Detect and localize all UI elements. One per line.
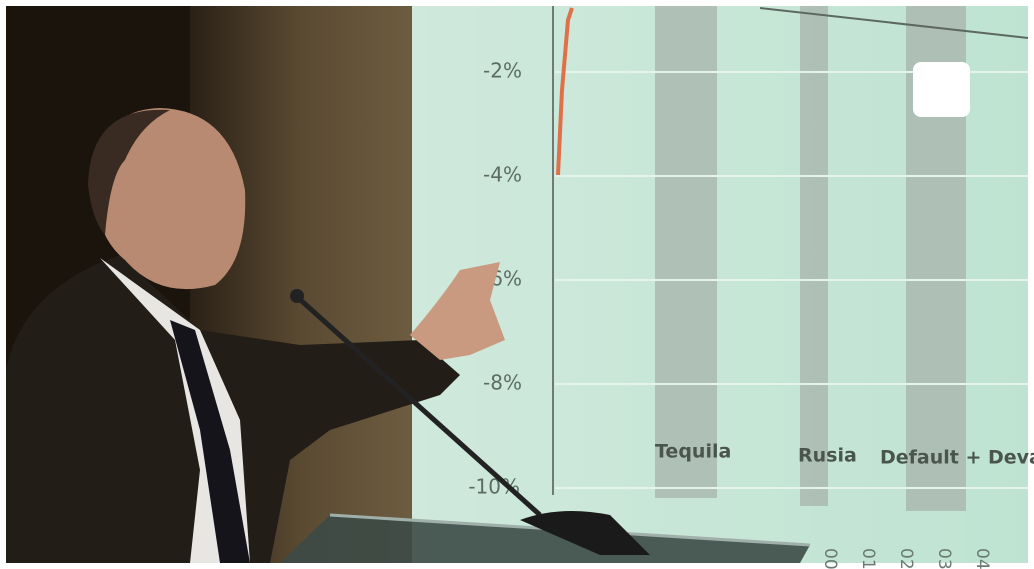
annotation: Default + Deval xyxy=(880,447,1034,469)
x-label: 04 xyxy=(972,548,992,569)
x-label: 03 xyxy=(934,548,954,569)
x-label: 01 xyxy=(858,548,878,569)
projected-chart: -2% -4% -6% -8% -10% Tequila Rusia Defau… xyxy=(468,6,1034,569)
annotation: Rusia xyxy=(798,445,857,467)
annotation: Tequila xyxy=(655,441,731,463)
y-label: -10% xyxy=(468,475,520,499)
podium xyxy=(280,289,811,563)
y-labels: -2% -4% -6% -8% -10% xyxy=(468,59,522,499)
y-label: -8% xyxy=(483,371,522,395)
x-label: 00 xyxy=(820,548,840,569)
overlay-badge xyxy=(913,62,970,117)
speaker xyxy=(6,108,505,563)
y-label: -4% xyxy=(483,163,522,187)
x-label: 02 xyxy=(896,548,916,569)
y-label: -2% xyxy=(483,59,522,83)
